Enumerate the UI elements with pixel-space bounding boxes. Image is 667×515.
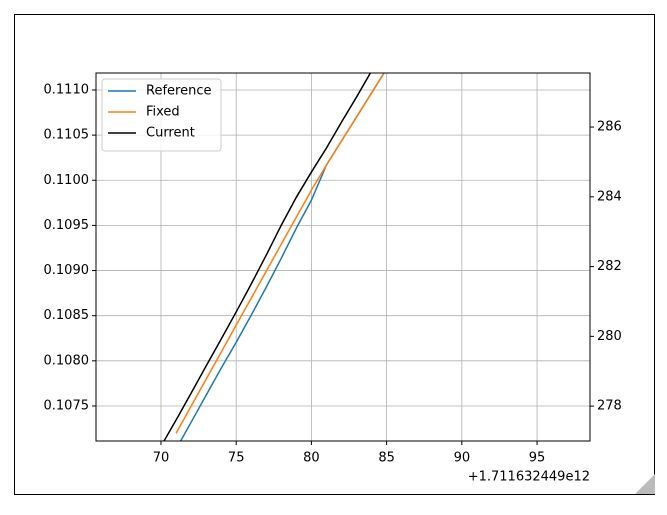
resize-grip[interactable] (635, 474, 655, 494)
axes-frame (95, 72, 591, 442)
legend-label: Fixed (146, 105, 180, 120)
y-tick-label: 0.1085 (44, 308, 90, 323)
y2-tick-label: 282 (597, 259, 622, 274)
y2-tick-label: 280 (597, 329, 622, 344)
x-tick-label: 70 (153, 451, 170, 466)
x-tick-label: 95 (529, 451, 546, 466)
x-tick-label: 75 (228, 451, 245, 466)
y2-tick-label: 284 (597, 189, 622, 204)
grid (96, 73, 590, 441)
x-tick-label: 80 (303, 451, 320, 466)
y2-tick-label: 278 (597, 399, 622, 414)
x-tick-label: 90 (454, 451, 471, 466)
series-line (163, 73, 372, 441)
y2-tick-label: 286 (597, 120, 622, 135)
x-offset-label: +1.711632449e12 (468, 470, 590, 485)
y-tick-label: 0.1080 (44, 353, 90, 368)
plot-lines (163, 73, 385, 441)
legend: Reference Fixed Current (101, 78, 222, 152)
legend-label: Reference (146, 84, 211, 99)
y-tick-label: 0.1100 (44, 173, 90, 188)
y-tick-label: 0.1110 (44, 82, 90, 97)
y-tick-label: 0.1075 (44, 398, 90, 413)
y-tick-label: 0.1095 (44, 218, 90, 233)
legend-label: Current (146, 126, 195, 141)
y-tick-label: 0.1090 (44, 263, 90, 278)
series-line (175, 73, 385, 434)
y-tick-label: 0.1105 (44, 128, 90, 143)
x-tick-label: 85 (378, 451, 395, 466)
ticks: 70 75 80 85 90 95 0.1075 0.1080 0.1085 0.1090 0.10… (44, 82, 622, 465)
